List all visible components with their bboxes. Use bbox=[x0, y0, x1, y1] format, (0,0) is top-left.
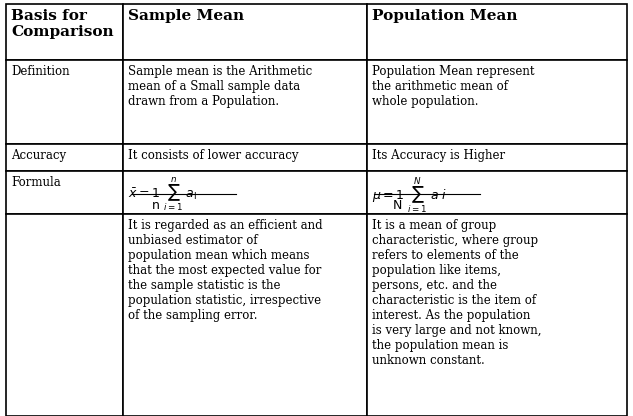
Text: Basis for
Comparison: Basis for Comparison bbox=[11, 9, 114, 40]
Text: Formula: Formula bbox=[11, 176, 61, 188]
Text: $\mu=1\ \sum_{i=1}^{N}\ a\ i$: $\mu=1\ \sum_{i=1}^{N}\ a\ i$ bbox=[372, 176, 448, 216]
Bar bbox=[6, 144, 123, 171]
Text: Population Mean: Population Mean bbox=[372, 9, 518, 23]
Bar bbox=[6, 4, 123, 60]
Bar bbox=[6, 60, 123, 144]
Text: It is regarded as an efficient and
unbiased estimator of
population mean which m: It is regarded as an efficient and unbia… bbox=[128, 219, 323, 322]
Bar bbox=[367, 214, 627, 416]
Text: $\mathrm{n}$: $\mathrm{n}$ bbox=[151, 199, 160, 212]
Text: Definition: Definition bbox=[11, 65, 70, 78]
Bar bbox=[6, 171, 123, 214]
Bar bbox=[123, 171, 367, 214]
Text: Population Mean represent
the arithmetic mean of
whole population.: Population Mean represent the arithmetic… bbox=[372, 65, 535, 108]
Text: $\bar{x}=1\ \sum_{i=1}^{n}\ a_{\mathrm{I}}$: $\bar{x}=1\ \sum_{i=1}^{n}\ a_{\mathrm{I… bbox=[128, 176, 197, 213]
Bar bbox=[367, 144, 627, 171]
Bar bbox=[123, 214, 367, 416]
Text: It consists of lower accuracy: It consists of lower accuracy bbox=[128, 149, 299, 161]
Bar bbox=[123, 4, 367, 60]
Bar bbox=[123, 144, 367, 171]
Text: Sample Mean: Sample Mean bbox=[128, 9, 244, 23]
Text: $\mathrm{N}$: $\mathrm{N}$ bbox=[392, 199, 403, 212]
Text: Accuracy: Accuracy bbox=[11, 149, 66, 161]
Bar bbox=[123, 60, 367, 144]
Bar bbox=[367, 4, 627, 60]
Text: Sample mean is the Arithmetic
mean of a Small sample data
drawn from a Populatio: Sample mean is the Arithmetic mean of a … bbox=[128, 65, 313, 108]
Text: Its Accuracy is Higher: Its Accuracy is Higher bbox=[372, 149, 505, 161]
Bar bbox=[367, 171, 627, 214]
Text: It is a mean of group
characteristic, where group
refers to elements of the
popu: It is a mean of group characteristic, wh… bbox=[372, 219, 542, 367]
Bar bbox=[367, 60, 627, 144]
Bar bbox=[6, 214, 123, 416]
